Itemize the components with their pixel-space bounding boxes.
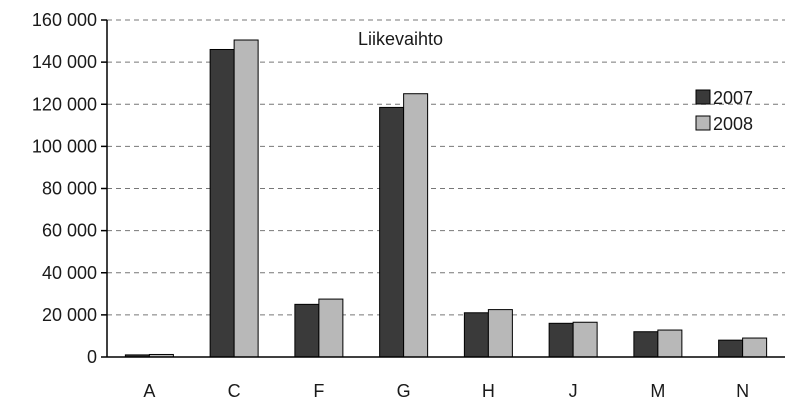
bar-2008-J xyxy=(572,321,598,358)
bar-2008-F xyxy=(318,298,344,358)
y-tick-label: 0 xyxy=(87,347,97,367)
bars xyxy=(124,39,768,358)
y-tick-label: 60 000 xyxy=(42,221,97,241)
x-tick-label: M xyxy=(650,381,665,401)
y-tick-label: 140 000 xyxy=(32,52,97,72)
y-tick-label: 20 000 xyxy=(42,305,97,325)
y-axis-ticks: 0 20 000 40 000 60 000 80 000 100 000 120 000 1… xyxy=(32,10,107,367)
x-tick-label: G xyxy=(397,381,411,401)
legend: 2007 2008 xyxy=(695,88,753,134)
legend-swatch xyxy=(695,115,711,131)
x-tick-label: C xyxy=(228,381,241,401)
chart-title: Liikevaihto xyxy=(358,29,443,49)
y-tick-label: 100 000 xyxy=(32,136,97,156)
legend-label: 2008 xyxy=(713,114,753,134)
bar-2007-H xyxy=(463,312,489,358)
x-tick-label: A xyxy=(143,381,155,401)
x-tick-label: F xyxy=(313,381,324,401)
bar-2008-M xyxy=(657,329,683,358)
y-tick-label: 160 000 xyxy=(32,10,97,30)
bar-2007-N xyxy=(718,339,744,358)
legend-label: 2007 xyxy=(713,88,753,108)
bar-2007-F xyxy=(294,303,320,358)
bar-2008-N xyxy=(742,337,768,358)
y-tick-label: 80 000 xyxy=(42,179,97,199)
bar-2008-G xyxy=(403,93,429,358)
y-tick-label: 120 000 xyxy=(32,94,97,114)
x-tick-label: J xyxy=(569,381,578,401)
bar-2007-C xyxy=(209,48,235,358)
grid-lines xyxy=(107,19,785,316)
legend-swatch xyxy=(695,89,711,105)
y-tick-label: 40 000 xyxy=(42,263,97,283)
bar-2007-G xyxy=(379,106,405,358)
bar-2007-J xyxy=(548,322,574,358)
bar-2008-C xyxy=(233,39,259,358)
x-tick-label: H xyxy=(482,381,495,401)
x-tick-label: N xyxy=(736,381,749,401)
bar-2008-H xyxy=(487,309,513,358)
bar-2007-M xyxy=(633,331,659,358)
